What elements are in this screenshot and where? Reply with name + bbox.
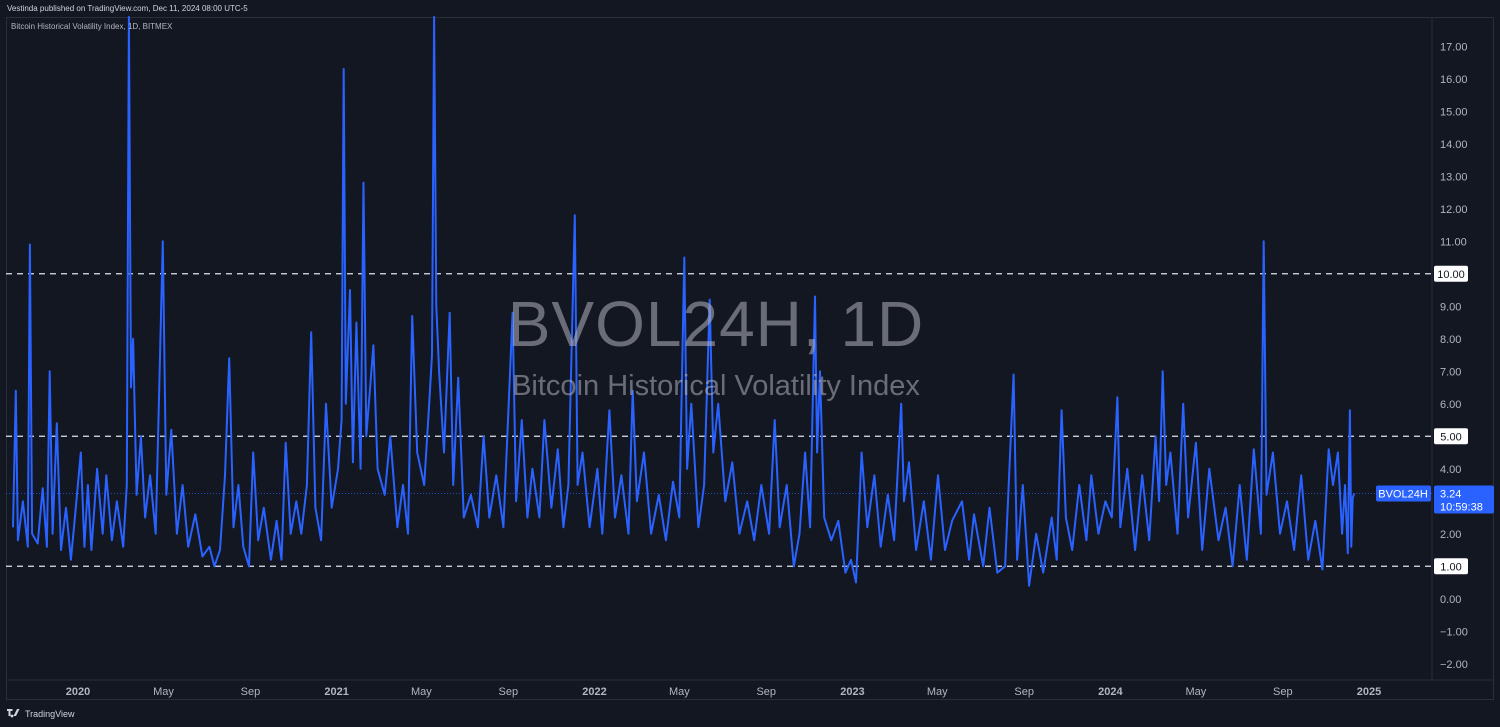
x-tick-label: 2022 [582, 686, 606, 698]
x-tick-label: 2023 [840, 686, 864, 698]
level-label-box [1434, 558, 1468, 575]
x-tick-label: Sep [1273, 686, 1293, 698]
series-line [12, 16, 1356, 587]
x-tick-label: 2020 [66, 686, 90, 698]
y-tick-label: 12.00 [1440, 204, 1468, 216]
price-axis-separator [6, 17, 1494, 681]
y-tick-label: 13.00 [1440, 171, 1468, 183]
chart-title: Bitcoin Historical Volatility Index, 1D,… [11, 22, 173, 31]
y-tick-label: 14.00 [1440, 139, 1468, 151]
horizontal-levels: 10.00 5.00 1.00 [6, 265, 1468, 575]
x-tick-label: May [1185, 686, 1206, 698]
y-tick-label: −1.00 [1440, 626, 1468, 638]
y-tick-label: 11.00 [1440, 236, 1467, 248]
level-label: 1.00 [1440, 561, 1461, 573]
y-tick-label: 6.00 [1440, 399, 1461, 411]
y-tick-label: −2.00 [1440, 659, 1468, 671]
x-tick-label: Sep [756, 686, 776, 698]
x-axis[interactable]: 2020 May Sep 2021 May Sep 2022 May Sep 2023 May Sep… [66, 686, 1381, 698]
y-tick-label: 2.00 [1440, 529, 1461, 541]
y-tick-label: 7.00 [1440, 366, 1461, 378]
last-value-text: 3.24 [1440, 488, 1461, 500]
y-axis[interactable]: 17.00 16.00 15.00 14.00 13.00 12.00 11.00 10.00… [1440, 41, 1468, 671]
x-tick-label: 2021 [324, 686, 348, 698]
tradingview-logo-icon[interactable] [7, 709, 21, 718]
x-tick-label: 2024 [1098, 686, 1123, 698]
x-tick-label: May [411, 686, 432, 698]
x-tick-label: May [669, 686, 690, 698]
x-tick-label: Sep [499, 686, 519, 698]
series-name-label: BVOL24H [1378, 488, 1428, 500]
y-tick-label: 9.00 [1440, 301, 1461, 313]
chart-panel[interactable] [6, 17, 1494, 700]
y-tick-label: 17.00 [1440, 41, 1468, 53]
level-label: 10.00 [1437, 269, 1465, 281]
x-tick-label: May [927, 686, 948, 698]
level-label: 5.00 [1440, 431, 1461, 443]
published-header: Vestinda published on TradingView.com, D… [7, 4, 248, 13]
countdown-text: 10:59:38 [1440, 501, 1483, 513]
x-tick-label: Sep [1014, 686, 1034, 698]
series-name-tag [1376, 485, 1431, 502]
last-value-box [1434, 485, 1494, 514]
x-tick-label: May [153, 686, 174, 698]
y-tick-label: 15.00 [1440, 106, 1468, 118]
y-tick-label: 0.00 [1440, 594, 1461, 606]
level-label-box [1434, 428, 1468, 445]
y-tick-label: 4.00 [1440, 464, 1461, 476]
y-tick-label: 8.00 [1440, 334, 1461, 346]
x-tick-label: Sep [241, 686, 261, 698]
y-tick-label: 16.00 [1440, 74, 1468, 86]
level-label-box [1434, 265, 1468, 282]
footer-brand[interactable]: TradingView [25, 708, 75, 719]
x-tick-label: 2025 [1357, 686, 1381, 698]
footer: TradingView [0, 700, 1500, 727]
